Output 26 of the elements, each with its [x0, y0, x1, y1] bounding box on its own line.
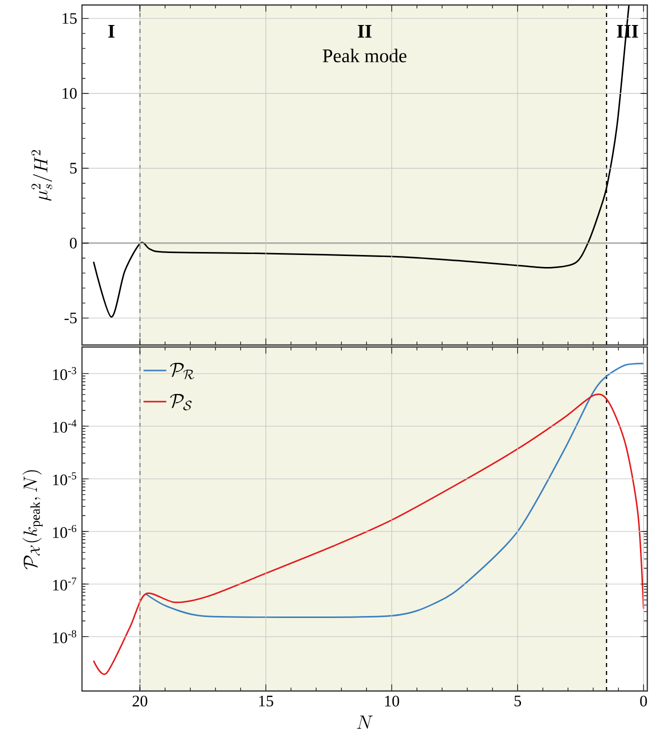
y-axis-title: $\mu_s^2/H^2$	[31, 150, 52, 201]
line-series	[92, 394, 644, 675]
y-tick-label: 10$^{-5}$	[53, 472, 76, 486]
x-tick-label: 10	[385, 696, 400, 706]
line-series	[144, 362, 644, 618]
y-tick-label: 10$^{-8}$	[53, 630, 76, 644]
x-tick-label: 0	[640, 696, 647, 706]
annotation: II	[358, 25, 372, 38]
y-tick-label: 10$^{-4}$	[53, 420, 76, 433]
y-tick-label: 0	[70, 238, 77, 249]
annotation: Peak mode	[322, 48, 406, 62]
y-tick-label: 15	[62, 13, 77, 24]
legend-label: $\mathcal{P}_{\mathcal{R}}$	[170, 362, 194, 380]
y-axis-title: $\mathcal{P}_{\mathcal{X}}(k_{\rm peak}, N)$	[22, 470, 43, 570]
annotation: I	[108, 25, 114, 38]
y-tick-label: 10$^{-7}$	[53, 578, 76, 591]
y-tick-label: -5	[64, 312, 77, 324]
x-tick-label: 20	[132, 696, 148, 706]
y-tick-label: 10$^{-3}$	[53, 367, 76, 380]
x-tick-label: 5	[514, 696, 522, 706]
y-tick-label: 5	[70, 162, 77, 174]
x-axis-title: $N$	[357, 716, 373, 729]
legend-label: $\mathcal{P}_{\mathcal{S}}$	[170, 394, 192, 410]
x-tick-label: 15	[259, 696, 274, 706]
y-tick-label: 10	[62, 88, 77, 99]
y-tick-label: 10$^{-6}$	[53, 524, 76, 538]
